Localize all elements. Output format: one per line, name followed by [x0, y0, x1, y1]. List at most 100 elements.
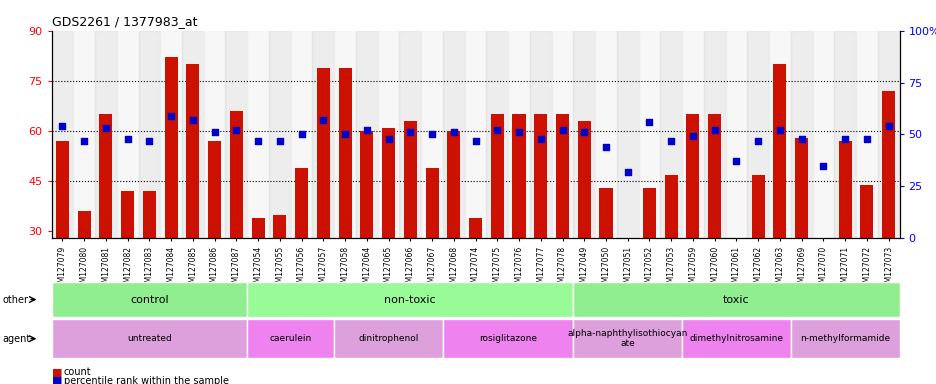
Bar	[708, 114, 721, 332]
Bar	[686, 114, 699, 332]
Bar	[334, 31, 356, 238]
Bar	[512, 114, 525, 332]
Point	[185, 117, 200, 123]
Bar	[229, 111, 242, 332]
Bar	[486, 31, 507, 238]
Bar	[203, 31, 226, 238]
Point	[490, 127, 505, 133]
Bar	[139, 31, 160, 238]
Point	[381, 136, 396, 142]
Bar	[816, 265, 829, 332]
Bar	[859, 185, 872, 332]
Bar	[399, 31, 420, 238]
Bar	[469, 218, 481, 332]
Bar	[182, 31, 203, 238]
Point	[467, 137, 483, 144]
Point	[228, 127, 243, 133]
Bar	[338, 68, 351, 332]
Bar	[446, 131, 460, 332]
Point	[294, 131, 309, 137]
Point	[707, 127, 722, 133]
Point	[663, 137, 678, 144]
Bar	[555, 114, 568, 332]
Bar	[78, 211, 91, 332]
Bar	[534, 114, 547, 332]
Bar	[530, 31, 551, 238]
Point	[880, 123, 895, 129]
Bar	[312, 31, 334, 238]
Bar	[877, 31, 899, 238]
Bar	[382, 128, 395, 332]
Bar	[99, 114, 112, 332]
Bar	[507, 31, 530, 238]
Bar	[642, 188, 655, 332]
Point	[424, 131, 439, 137]
Text: toxic: toxic	[723, 295, 749, 305]
Bar	[142, 191, 155, 332]
Bar	[703, 31, 724, 238]
Point	[141, 137, 156, 144]
Bar	[121, 191, 134, 332]
Text: untreated: untreated	[127, 334, 171, 343]
Bar	[621, 262, 634, 332]
Bar	[420, 31, 443, 238]
Text: rosiglitazone: rosiglitazone	[478, 334, 536, 343]
Bar	[664, 175, 677, 332]
Bar	[117, 31, 139, 238]
Bar	[165, 58, 178, 332]
Point	[315, 117, 330, 123]
Bar	[186, 64, 199, 332]
Point	[794, 136, 809, 142]
Bar	[551, 31, 573, 238]
Point	[750, 137, 765, 144]
Bar	[724, 31, 747, 238]
Text: count: count	[64, 367, 91, 377]
Text: other: other	[3, 295, 29, 305]
Point	[77, 137, 92, 144]
Text: dinitrophenol: dinitrophenol	[358, 334, 418, 343]
Text: control: control	[130, 295, 168, 305]
Bar	[208, 141, 221, 332]
Text: dimethylnitrosamine: dimethylnitrosamine	[689, 334, 782, 343]
Bar	[443, 31, 464, 238]
Bar	[56, 141, 69, 332]
Bar	[464, 31, 486, 238]
Bar	[73, 31, 95, 238]
Point	[250, 137, 265, 144]
Bar	[273, 215, 286, 332]
Bar	[269, 31, 290, 238]
Point	[598, 144, 613, 150]
Point	[98, 125, 113, 131]
Text: caerulein: caerulein	[270, 334, 312, 343]
Bar	[226, 31, 247, 238]
Text: GDS2261 / 1377983_at: GDS2261 / 1377983_at	[51, 15, 197, 28]
Bar	[594, 31, 616, 238]
Bar	[578, 121, 590, 332]
Point	[207, 129, 222, 136]
Point	[728, 158, 743, 164]
Point	[685, 133, 700, 139]
Point	[641, 119, 656, 125]
Text: percentile rank within the sample: percentile rank within the sample	[64, 376, 228, 384]
Point	[55, 123, 70, 129]
Bar	[833, 31, 856, 238]
Bar	[768, 31, 790, 238]
Bar	[838, 141, 851, 332]
Bar	[772, 64, 785, 332]
Bar	[856, 31, 877, 238]
Bar	[316, 68, 329, 332]
Bar	[681, 31, 703, 238]
Point	[620, 169, 635, 175]
Point	[533, 136, 548, 142]
Bar	[747, 31, 768, 238]
Bar	[795, 138, 808, 332]
Bar	[160, 31, 182, 238]
Bar	[295, 168, 308, 332]
Point	[511, 129, 526, 136]
Point	[446, 129, 461, 136]
Bar	[638, 31, 660, 238]
Bar	[377, 31, 399, 238]
Point	[272, 137, 287, 144]
Bar	[403, 121, 417, 332]
Bar	[51, 31, 73, 238]
